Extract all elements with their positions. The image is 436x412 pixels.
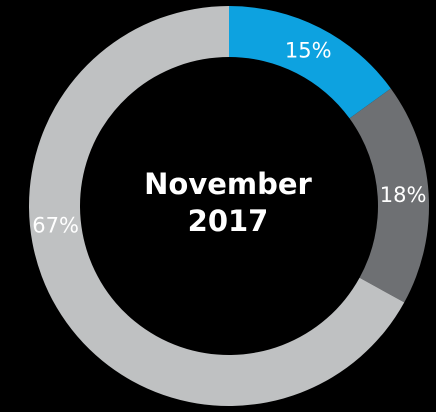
chart-center-title: November 2017 (118, 166, 338, 240)
donut-slice-18-percent (349, 88, 429, 303)
donut-slice-label-18-percent: 18% (380, 183, 427, 207)
donut-slice-label-15-percent: 15% (285, 39, 332, 63)
center-title-line-1: November (144, 167, 312, 201)
donut-slice-15-percent (229, 6, 391, 119)
donut-slice-label-67-percent: 67% (32, 214, 79, 238)
center-title-line-2: 2017 (187, 204, 269, 238)
